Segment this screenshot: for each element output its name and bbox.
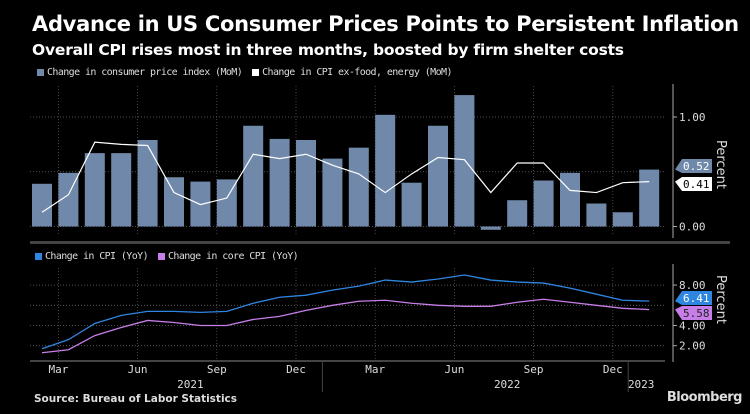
x-year-label: 2021 bbox=[177, 378, 204, 391]
last-value-core-yoy: 5.58 bbox=[683, 307, 710, 320]
y-tick-label: 1.00 bbox=[679, 111, 706, 124]
x-tick-label: Jun bbox=[128, 363, 148, 376]
bar-cpi-mom bbox=[348, 147, 369, 227]
last-value-cpi-mom: 0.52 bbox=[683, 160, 710, 173]
y-axis-label: Percent bbox=[713, 140, 728, 189]
bar-cpi-mom bbox=[296, 139, 316, 227]
bar-cpi-mom bbox=[32, 183, 52, 227]
bar-cpi-mom bbox=[137, 139, 158, 227]
bottom-legend: Change in CPI (YoY) Change in core CPI (… bbox=[35, 251, 308, 262]
bar-cpi-mom bbox=[612, 212, 633, 227]
bar-cpi-mom bbox=[375, 114, 396, 227]
bar-cpi-mom bbox=[243, 125, 264, 227]
panel-separator bbox=[30, 241, 730, 244]
legend-swatch bbox=[252, 69, 260, 76]
x-year-label: 2023 bbox=[628, 378, 655, 391]
y-axis-label: Percent bbox=[713, 275, 728, 324]
legend-item-cpi-mom: Change in consumer price index (MoM) bbox=[37, 67, 243, 78]
bloomberg-logo: Bloomberg bbox=[666, 390, 743, 405]
legend-swatch bbox=[158, 253, 165, 260]
x-year-label: 2022 bbox=[494, 378, 521, 391]
bar-cpi-mom bbox=[507, 200, 528, 227]
chart-title: Advance in US Consumer Prices Points to … bbox=[32, 12, 739, 36]
legend-label: Change in CPI (YoY) bbox=[45, 251, 149, 262]
last-value-core-mom-bg bbox=[675, 177, 712, 191]
bar-cpi-mom bbox=[560, 172, 580, 227]
last-value-core-yoy-bg bbox=[675, 306, 712, 320]
last-value-cpi-yoy-bg bbox=[675, 291, 712, 305]
y-tick-label: 2.00 bbox=[679, 340, 706, 353]
bar-cpi-mom bbox=[428, 125, 448, 227]
x-tick-label: Sep bbox=[524, 363, 544, 376]
source-note: Source: Bureau of Labor Statistics bbox=[34, 393, 238, 405]
legend-item-core-yoy: Change in core CPI (YoY) bbox=[158, 251, 299, 262]
legend-item-core-mom: Change in CPI ex-food, energy (MoM) bbox=[252, 67, 452, 78]
legend-item-cpi-yoy: Change in CPI (YoY) bbox=[35, 251, 149, 262]
bar-cpi-mom bbox=[111, 153, 132, 227]
y-tick-label: 4.00 bbox=[679, 320, 706, 333]
x-tick-label: Jun bbox=[444, 363, 464, 376]
x-tick-label: Dec bbox=[286, 363, 306, 376]
bar-cpi-mom bbox=[322, 158, 343, 227]
bar-cpi-mom bbox=[401, 182, 422, 227]
chart-subtitle: Overall CPI rises most in three months, … bbox=[32, 41, 624, 59]
x-tick-label: Sep bbox=[207, 363, 227, 376]
legend-swatch bbox=[37, 69, 44, 76]
bar-cpi-mom bbox=[216, 179, 237, 227]
bar-cpi-mom bbox=[454, 95, 475, 227]
legend-label: Change in CPI ex-food, energy (MoM) bbox=[262, 67, 452, 78]
legend-label: Change in core CPI (YoY) bbox=[168, 251, 299, 262]
bar-cpi-mom bbox=[639, 169, 660, 227]
legend-swatch bbox=[35, 253, 42, 260]
line-core-yoy bbox=[41, 298, 650, 354]
bar-cpi-mom bbox=[586, 203, 607, 227]
y-tick-label: 0.00 bbox=[679, 221, 706, 234]
top-legend: Change in consumer price index (MoM) Cha… bbox=[37, 67, 462, 78]
line-core-mom bbox=[41, 141, 650, 213]
bar-cpi-mom bbox=[164, 177, 184, 227]
line-cpi-yoy bbox=[41, 274, 650, 350]
x-tick-label: Mar bbox=[365, 363, 385, 376]
bar-cpi-mom bbox=[84, 153, 105, 227]
last-value-cpi-mom-bg bbox=[675, 159, 712, 173]
y-tick-label: 8.00 bbox=[679, 279, 706, 292]
legend-label: Change in consumer price index (MoM) bbox=[47, 67, 243, 78]
last-value-cpi-yoy: 6.41 bbox=[683, 292, 710, 305]
x-tick-label: Dec bbox=[603, 363, 623, 376]
bar-cpi-mom bbox=[480, 226, 501, 230]
bar-cpi-mom bbox=[533, 180, 554, 227]
x-tick-label: Mar bbox=[48, 363, 68, 376]
last-value-core-mom: 0.41 bbox=[683, 178, 710, 191]
bar-cpi-mom bbox=[269, 138, 290, 227]
bar-cpi-mom bbox=[58, 172, 79, 227]
